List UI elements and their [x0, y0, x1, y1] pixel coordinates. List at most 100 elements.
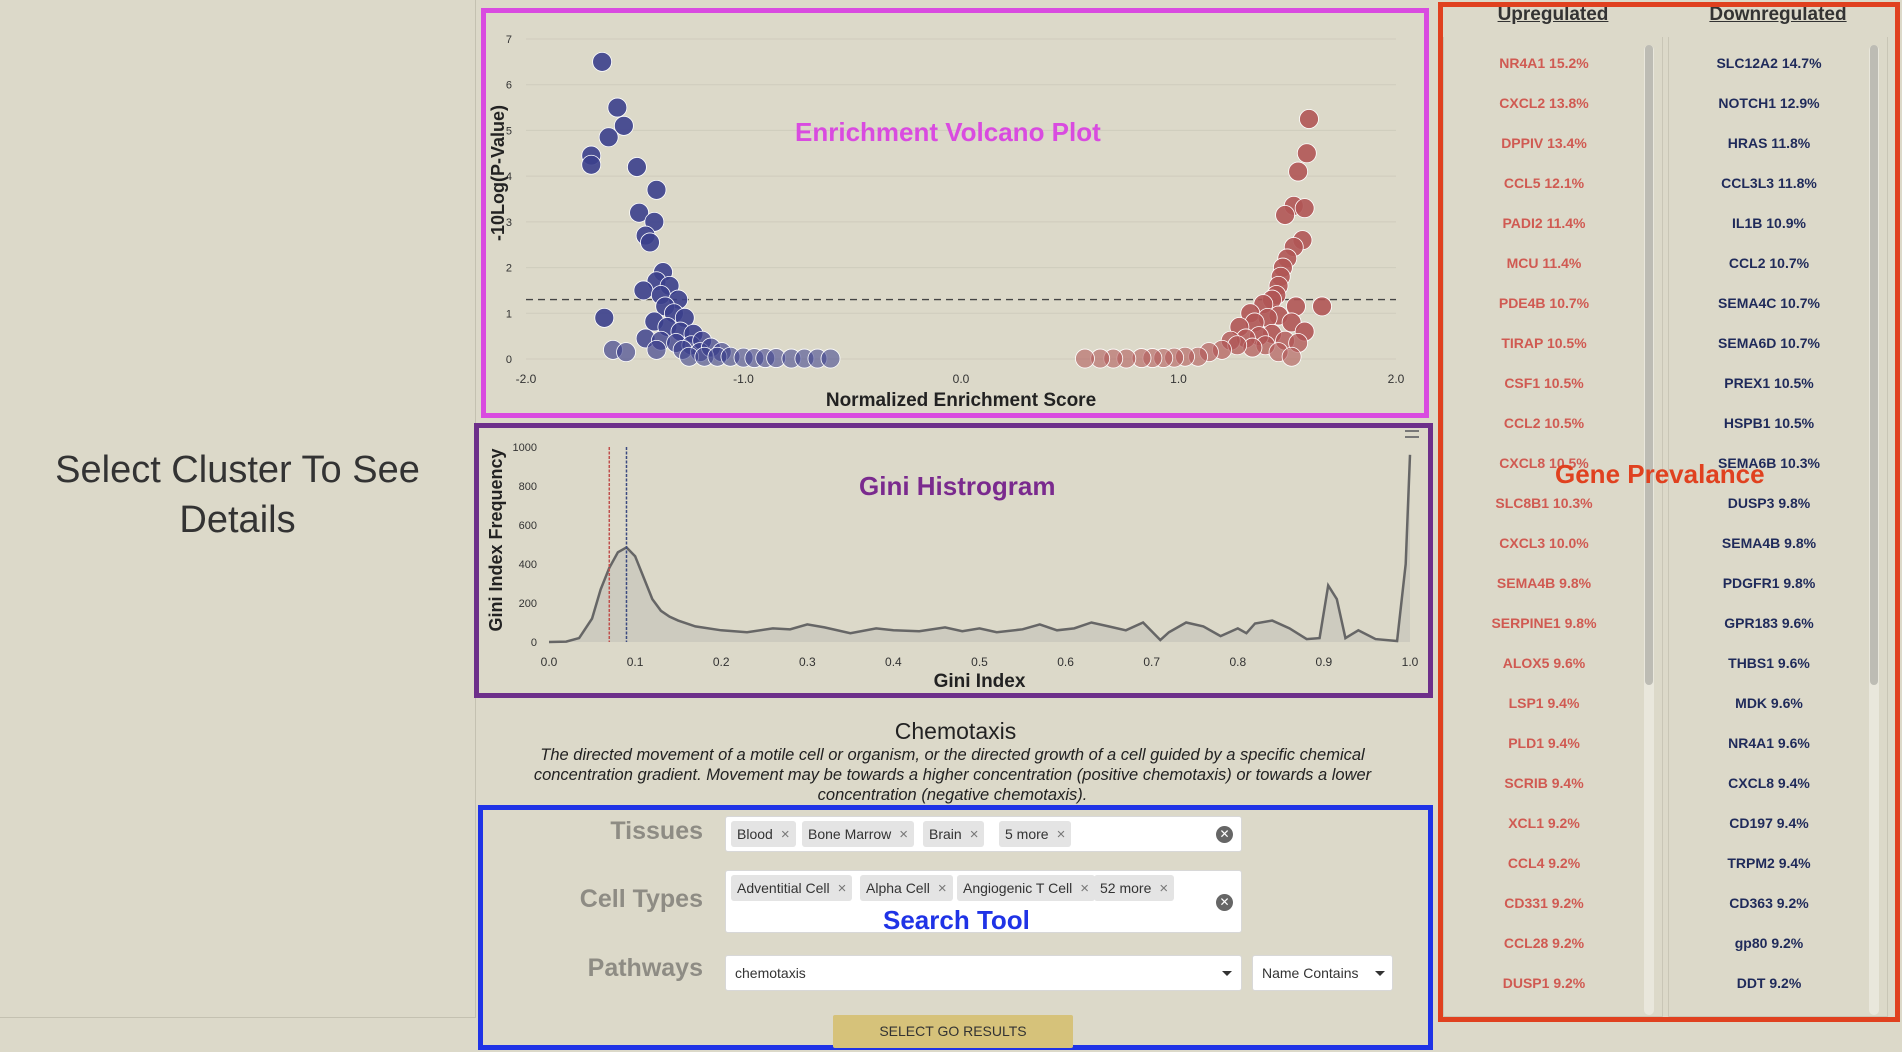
chevron-down-icon	[1222, 971, 1232, 976]
tissues-multiselect[interactable]: Blood × Bone Marrow × Brain × 5 more × ✕	[725, 816, 1242, 852]
tissue-chip[interactable]: Blood ×	[731, 821, 796, 847]
downregulated-gene-item[interactable]: gp80 9.2%	[1734, 935, 1804, 951]
chart-menu-icon[interactable]	[1405, 430, 1419, 438]
remove-chip-icon[interactable]: ×	[899, 826, 909, 843]
downregulated-gene-item[interactable]: MDK 9.6%	[1735, 695, 1803, 711]
data-point	[607, 97, 628, 118]
x-tick-label: 0.7	[1143, 655, 1160, 669]
downregulated-gene-item[interactable]: NR4A1 9.6%	[1728, 735, 1810, 751]
upregulated-gene-item[interactable]: DUSP1 9.2%	[1502, 975, 1586, 991]
downregulated-gene-item[interactable]: CCL2 10.7%	[1728, 255, 1810, 271]
data-point	[1288, 161, 1309, 182]
y-tick-label: 200	[519, 598, 537, 610]
downregulated-gene-item[interactable]: IL1B 10.9%	[1732, 215, 1806, 231]
clear-cell-types-icon[interactable]: ✕	[1216, 894, 1233, 911]
downregulated-gene-item[interactable]: SEMA4C 10.7%	[1718, 295, 1820, 311]
upregulated-gene-item[interactable]: CD331 9.2%	[1504, 895, 1584, 911]
downregulated-gene-item[interactable]: NOTCH1 12.9%	[1718, 95, 1820, 111]
downregulated-gene-item[interactable]: DUSP3 9.8%	[1727, 495, 1811, 511]
tissues-label: Tissues	[610, 817, 703, 845]
y-axis-label: Gini Index Frequency	[486, 448, 506, 631]
select-go-results-button[interactable]: SELECT GO RESULTS	[833, 1015, 1073, 1048]
remove-chip-icon[interactable]: ×	[969, 826, 979, 843]
upregulated-gene-item[interactable]: CCL2 10.5%	[1503, 415, 1585, 431]
downregulated-gene-item[interactable]: DDT 9.2%	[1736, 975, 1802, 991]
downregulated-gene-item[interactable]: TRPM2 9.4%	[1727, 855, 1811, 871]
upregulated-gene-item[interactable]: NR4A1 15.2%	[1499, 55, 1589, 71]
downregulated-gene-item[interactable]: SEMA6B 10.3%	[1718, 455, 1820, 471]
downregulated-list[interactable]: SLC12A2 14.7% NOTCH1 12.9% HRAS 11.8% CCL3L…	[1668, 37, 1888, 1017]
upregulated-gene-item[interactable]: SCRIB 9.4%	[1504, 775, 1584, 791]
upregulated-gene-item[interactable]: DPPIV 13.4%	[1501, 135, 1587, 151]
downregulated-gene-item[interactable]: SEMA4B 9.8%	[1721, 535, 1817, 551]
x-tick-label: 0.6	[1057, 655, 1074, 669]
downregulated-gene-item[interactable]: CD197 9.4%	[1729, 815, 1809, 831]
downregulated-gene-item[interactable]: PDGFR1 9.8%	[1722, 575, 1816, 591]
upregulated-gene-item[interactable]: PLD1 9.4%	[1508, 735, 1580, 751]
downregulated-gene-item[interactable]: PREX1 10.5%	[1724, 375, 1814, 391]
upregulated-gene-item[interactable]: TIRAP 10.5%	[1501, 335, 1587, 351]
remove-chip-icon[interactable]: ×	[1056, 826, 1066, 843]
downregulated-gene-item[interactable]: THBS1 9.6%	[1728, 655, 1810, 671]
search-tool-panel: Tissues Blood × Bone Marrow × Brain × 5 mor…	[478, 805, 1433, 1050]
downregulated-gene-item[interactable]: CXCL8 9.4%	[1728, 775, 1810, 791]
upregulated-gene-item[interactable]: MCU 11.4%	[1506, 255, 1582, 271]
match-mode-select[interactable]: Name Contains	[1252, 955, 1393, 991]
upregulated-gene-item[interactable]: PADI2 11.4%	[1502, 215, 1586, 231]
remove-chip-icon[interactable]: ×	[837, 880, 847, 897]
pathways-select[interactable]: chemotaxis	[725, 955, 1242, 991]
upregulated-gene-item[interactable]: LSP1 9.4%	[1508, 695, 1580, 711]
data-point	[629, 202, 650, 223]
remove-chip-icon[interactable]: ×	[1159, 880, 1169, 897]
remove-chip-icon[interactable]: ×	[780, 826, 790, 843]
upregulated-gene-item[interactable]: CCL5 12.1%	[1503, 175, 1585, 191]
chip-label: Adventitial Cell	[737, 880, 830, 896]
upregulated-gene-item[interactable]: CSF1 10.5%	[1504, 375, 1584, 391]
upregulated-scrollbar[interactable]	[1644, 45, 1654, 1015]
x-tick-label: 0.3	[799, 655, 816, 669]
tissue-more-chip[interactable]: 5 more ×	[999, 821, 1072, 847]
x-tick-label: 0.2	[713, 655, 730, 669]
upregulated-gene-item[interactable]: SERPINE1 9.8%	[1491, 615, 1597, 631]
clear-tissues-icon[interactable]: ✕	[1216, 826, 1233, 843]
data-point	[1275, 205, 1295, 225]
gini-histogram[interactable]: 0 200 400 600 800 1000 0.0 0.1 0.2 0.3 0.4 0.5 0.6 0.…	[479, 428, 1428, 693]
x-tick-label: 1.0	[1402, 655, 1419, 669]
downregulated-gene-item[interactable]: HRAS 11.8%	[1727, 135, 1811, 151]
cell-type-chip[interactable]: Alpha Cell ×	[860, 875, 953, 901]
remove-chip-icon[interactable]: ×	[1080, 880, 1089, 897]
downregulated-scrollbar[interactable]	[1869, 45, 1879, 1015]
cell-type-chip[interactable]: Adventitial Cell ×	[731, 875, 853, 901]
downregulated-gene-item[interactable]: GPR183 9.6%	[1724, 615, 1814, 631]
upregulated-gene-item[interactable]: XCL1 9.2%	[1508, 815, 1580, 831]
upregulated-gene-item[interactable]: CCL28 9.2%	[1503, 935, 1585, 951]
downregulated-gene-item[interactable]: HSPB1 10.5%	[1723, 415, 1815, 431]
scrollbar-thumb[interactable]	[1645, 45, 1653, 685]
downregulated-gene-item[interactable]: SLC12A2 14.7%	[1716, 55, 1822, 71]
cell-type-chip[interactable]: Angiogenic T Cell ×	[957, 875, 1095, 901]
tissue-chip[interactable]: Bone Marrow ×	[802, 821, 915, 847]
x-tick-label: 0.8	[1229, 655, 1246, 669]
remove-chip-icon[interactable]: ×	[937, 880, 947, 897]
upregulated-gene-item[interactable]: CXCL2 13.8%	[1499, 95, 1589, 111]
scrollbar-thumb[interactable]	[1870, 45, 1878, 685]
downregulated-gene-item[interactable]: CD363 9.2%	[1729, 895, 1809, 911]
x-tick-label: -2.0	[516, 372, 537, 386]
cell-types-multiselect[interactable]: Adventitial Cell × Alpha Cell × Angiogenic…	[725, 870, 1242, 933]
x-tick-label: 0.4	[885, 655, 902, 669]
y-tick-label: 0	[531, 637, 537, 649]
cell-type-more-chip[interactable]: 52 more ×	[1094, 875, 1175, 901]
volcano-plot[interactable]: 0 1 2 3 4 5 6 7 -2.0 -1.0 0.0 1.0 2.0 Normalized Enri…	[486, 13, 1424, 413]
tissue-chip[interactable]: Brain ×	[923, 821, 985, 847]
upregulated-list[interactable]: NR4A1 15.2% CXCL2 13.8% DPPIV 13.4% CCL5 12…	[1443, 37, 1663, 1017]
upregulated-gene-item[interactable]: PDE4B 10.7%	[1498, 295, 1590, 311]
upregulated-gene-item[interactable]: CXCL8 10.5%	[1499, 455, 1589, 471]
downregulated-gene-item[interactable]: SEMA6D 10.7%	[1718, 335, 1820, 351]
downregulated-gene-item[interactable]: CCL3L3 11.8%	[1721, 175, 1817, 191]
upregulated-gene-item[interactable]: ALOX5 9.6%	[1502, 655, 1586, 671]
upregulated-gene-item[interactable]: CCL4 9.2%	[1507, 855, 1581, 871]
upregulated-gene-item[interactable]: SEMA4B 9.8%	[1496, 575, 1592, 591]
upregulated-gene-item[interactable]: SLC8B1 10.3%	[1495, 495, 1593, 511]
upregulated-gene-item[interactable]: CXCL3 10.0%	[1499, 535, 1589, 551]
upregulated-header: Upregulated	[1497, 7, 1609, 25]
